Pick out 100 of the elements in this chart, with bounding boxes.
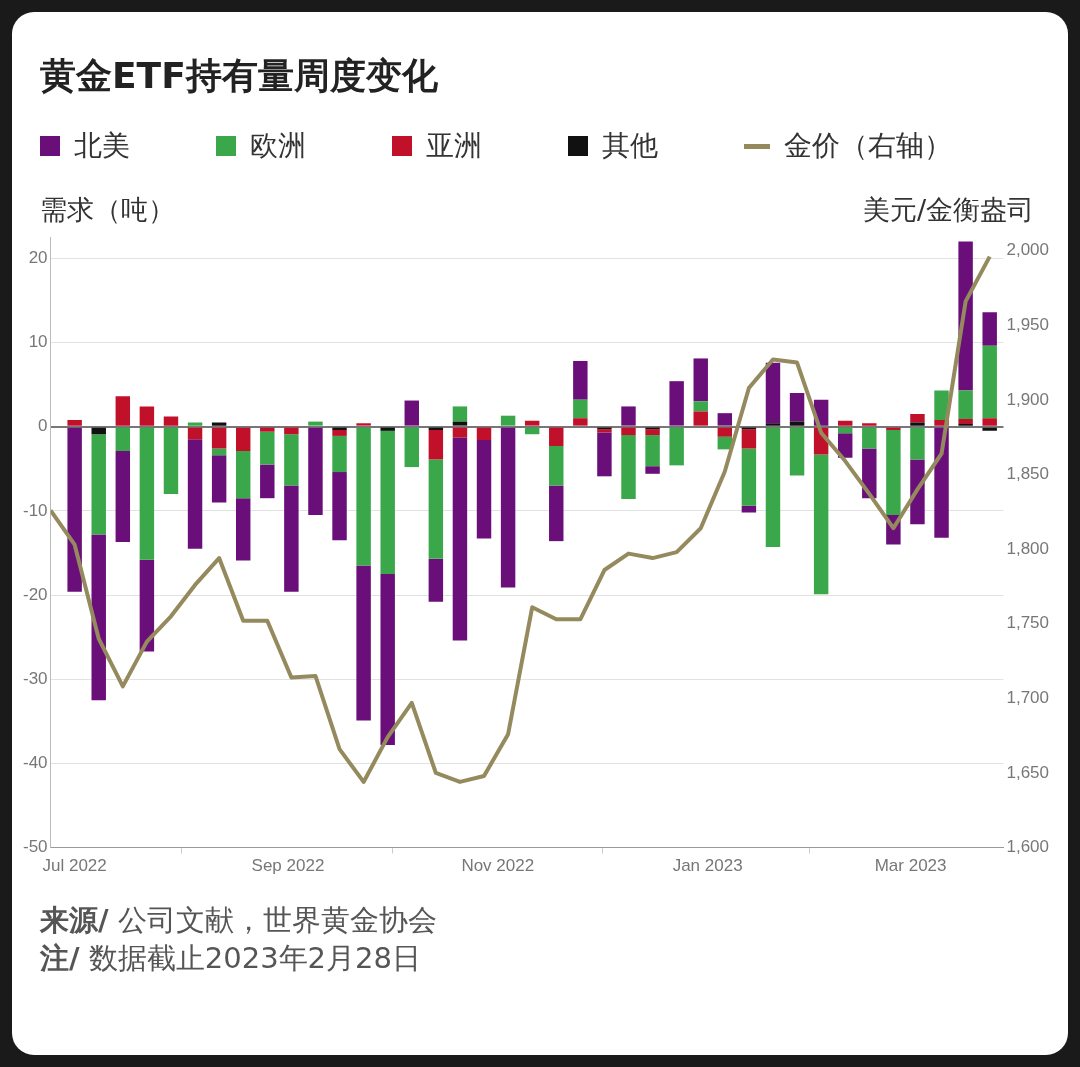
x-tick-label: Sep 2022	[251, 856, 325, 876]
bar	[765, 362, 781, 424]
bar	[573, 360, 588, 400]
bar	[741, 429, 757, 449]
bar	[115, 396, 131, 426]
bar	[717, 413, 733, 426]
bar	[452, 421, 468, 426]
bar	[452, 437, 468, 641]
bar	[958, 419, 973, 425]
bar	[693, 411, 708, 426]
bar	[139, 406, 155, 426]
bar	[982, 418, 997, 426]
legend-label: 亚洲	[426, 128, 482, 164]
y-axis-title: 需求（吨）	[40, 193, 175, 227]
bar	[549, 427, 564, 446]
legend-label: 北美	[74, 128, 130, 164]
bar	[187, 422, 203, 426]
x-tick-label: Mar 2023	[874, 856, 947, 876]
y2-tick-label: 1,950	[1006, 314, 1050, 334]
bar	[332, 472, 347, 541]
bar	[621, 427, 636, 436]
bar	[789, 421, 805, 426]
bar	[187, 439, 203, 549]
bar	[380, 427, 395, 431]
bar	[741, 505, 757, 513]
legend-label: 其他	[602, 128, 658, 164]
bar	[91, 534, 106, 701]
bar	[573, 418, 588, 426]
bar	[428, 459, 444, 559]
bar	[765, 427, 781, 548]
bar	[260, 427, 275, 432]
bar	[284, 434, 299, 486]
bar	[500, 427, 516, 588]
bar	[837, 433, 853, 458]
bar	[693, 401, 708, 412]
source-note: 来源/ 公司文献，世界黄金协会	[40, 902, 438, 939]
y-tick-label: 20	[28, 247, 48, 267]
bar	[862, 427, 877, 449]
bar	[163, 416, 179, 426]
bar	[235, 498, 251, 561]
bar	[163, 427, 179, 494]
bar	[693, 358, 708, 402]
x-tick-label: Jan 2023	[672, 856, 743, 876]
bar	[717, 427, 733, 437]
bar	[597, 432, 612, 477]
bar	[500, 415, 516, 426]
bar	[669, 427, 684, 466]
bar	[789, 392, 805, 422]
bar	[982, 345, 997, 419]
bar	[211, 422, 227, 426]
bar	[91, 434, 106, 535]
bar	[284, 427, 299, 435]
bar	[308, 427, 323, 516]
bar	[235, 427, 251, 452]
bar	[308, 421, 323, 426]
bar	[404, 427, 419, 468]
y2-tick-label: 1,850	[1006, 464, 1050, 484]
bar	[910, 422, 925, 426]
chart-title: 黄金ETF持有量周度变化	[40, 54, 438, 98]
y2-tick-label: 1,700	[1006, 688, 1050, 708]
bar	[428, 558, 444, 602]
bar	[934, 427, 949, 538]
bar	[476, 440, 492, 539]
y2-tick-label: 1,600	[1006, 837, 1050, 857]
bar	[67, 427, 82, 592]
y-tick-label: -40	[22, 753, 48, 773]
bar	[813, 454, 829, 595]
bar	[862, 448, 877, 499]
bar	[356, 565, 371, 721]
y-tick-label: -20	[22, 584, 48, 604]
y2-axis-title: 美元/金衡盎司	[862, 193, 1034, 227]
bar	[452, 406, 468, 422]
bar	[524, 420, 540, 426]
y-tick-label: -50	[22, 837, 48, 857]
y-tick-label: 0	[38, 416, 48, 436]
bar	[67, 419, 82, 426]
bar	[115, 427, 131, 452]
bar	[115, 451, 131, 542]
bar	[380, 430, 395, 574]
bar	[886, 430, 901, 516]
bar	[837, 420, 853, 426]
y2-tick-label: 1,750	[1006, 613, 1050, 633]
x-tick-label: Jul 2022	[42, 856, 107, 876]
bar	[332, 435, 347, 473]
bar	[789, 427, 805, 476]
bar	[356, 423, 371, 426]
bar	[260, 464, 275, 499]
bar	[139, 427, 155, 560]
bar	[452, 427, 468, 438]
bar	[476, 427, 492, 441]
bar	[332, 430, 347, 436]
bar	[958, 390, 973, 420]
bar	[621, 406, 636, 426]
bar	[380, 573, 395, 745]
bar	[862, 423, 877, 426]
bar	[910, 414, 925, 423]
bar	[139, 559, 155, 652]
bar	[645, 429, 660, 436]
y2-tick-label: 1,650	[1006, 762, 1050, 782]
y-tick-label: 10	[28, 332, 48, 352]
